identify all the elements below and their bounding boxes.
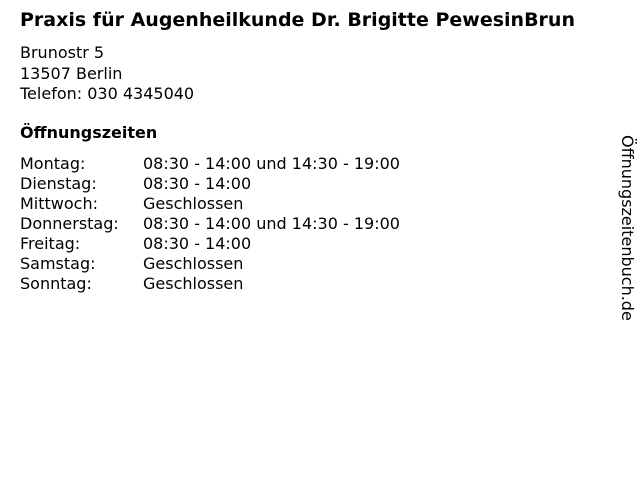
hours-row: Mittwoch: Geschlossen xyxy=(20,194,400,214)
hours-table: Montag: 08:30 - 14:00 und 14:30 - 19:00 D… xyxy=(20,154,400,294)
hours-row: Freitag: 08:30 - 14:00 xyxy=(20,234,400,254)
time: 08:30 - 14:00 und 14:30 - 19:00 xyxy=(143,214,400,233)
street: Brunostr 5 xyxy=(20,43,105,62)
day: Sonntag: xyxy=(20,274,92,293)
hours-row: Samstag: Geschlossen xyxy=(20,254,400,274)
hours-row: Dienstag: 08:30 - 14:00 xyxy=(20,174,400,194)
time: Geschlossen xyxy=(143,194,244,213)
hours-row: Montag: 08:30 - 14:00 und 14:30 - 19:00 xyxy=(20,154,400,174)
hours-row: Donnerstag: 08:30 - 14:00 und 14:30 - 19:… xyxy=(20,214,400,234)
day: Mittwoch: xyxy=(20,194,98,213)
time: 08:30 - 14:00 xyxy=(143,234,252,253)
time: 08:30 - 14:00 und 14:30 - 19:00 xyxy=(143,154,400,173)
time: Geschlossen xyxy=(143,254,244,273)
day: Samstag: xyxy=(20,254,96,273)
time: Geschlossen xyxy=(143,274,244,293)
day: Freitag: xyxy=(20,234,81,253)
day: Montag: xyxy=(20,154,86,173)
page-title: Praxis für Augenheilkunde Dr. Brigitte P… xyxy=(20,9,575,31)
city: 13507 Berlin xyxy=(20,63,123,83)
address-block: Brunostr 5 13507 Berlin Telefon: 030 434… xyxy=(20,43,194,105)
hours-row: Sonntag: Geschlossen xyxy=(20,274,400,294)
time: 08:30 - 14:00 xyxy=(143,174,252,193)
day: Donnerstag: xyxy=(20,214,119,233)
watermark-text: Öffnungszeitenbuch.de xyxy=(618,135,637,321)
phone: Telefon: 030 4345040 xyxy=(20,84,195,103)
day: Dienstag: xyxy=(20,174,97,193)
hours-heading: Öffnungszeiten xyxy=(20,123,158,142)
